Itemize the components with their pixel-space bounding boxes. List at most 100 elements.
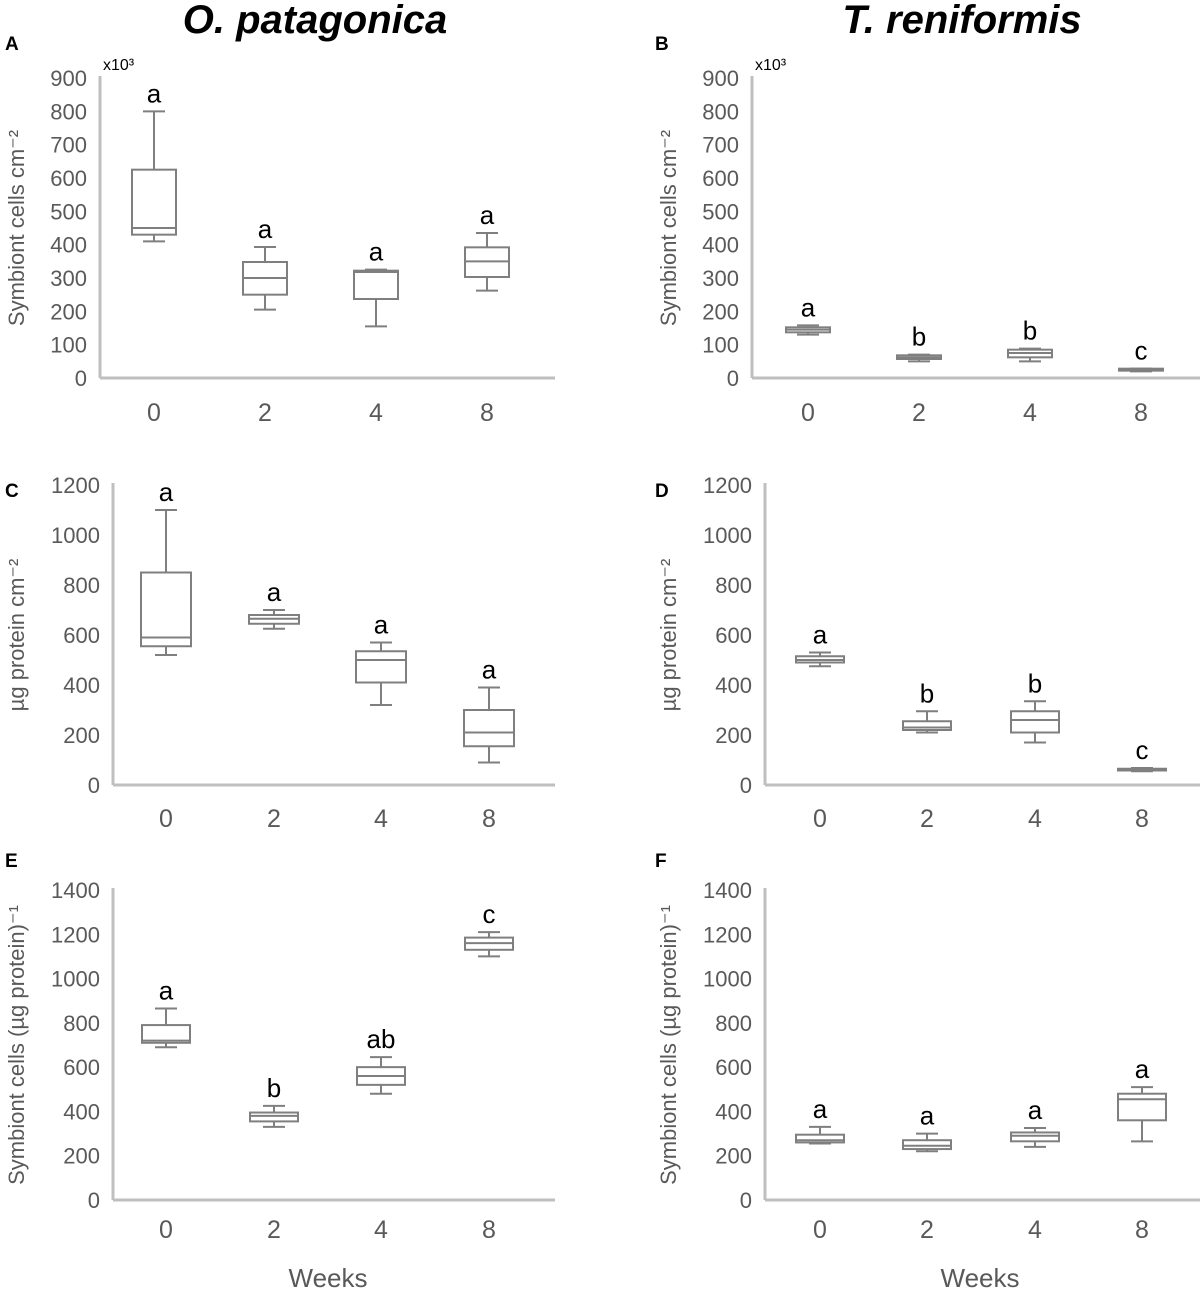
x-tick-label: 0 [813,1216,827,1244]
y-tick-label: 400 [715,673,752,698]
box-iqr [902,1139,952,1151]
x-tick-label: 8 [1134,399,1148,427]
y-tick-label: 400 [63,1099,100,1124]
y-tick-label: 200 [50,299,87,324]
y-axis-label: Symbiont cells cm⁻² [4,130,29,326]
x-tick-label: 2 [258,399,272,427]
box-iqr [353,269,399,300]
y-tick-label: 200 [702,299,739,324]
significance-letter: a [369,237,384,267]
x-axis-label-left: Weeks [289,1263,368,1293]
y-tick-label: 700 [50,133,87,158]
x-tick-label: 2 [912,399,926,427]
x-tick-label: 0 [159,1216,173,1244]
significance-letter: c [1135,336,1148,366]
significance-letter: c [483,899,496,929]
panel-label: F [655,851,667,872]
box-iqr [795,1133,845,1144]
y-axis-label: µg protein cm⁻² [656,559,681,712]
y-tick-label: 400 [715,1099,752,1124]
y-tick-label: 900 [50,66,87,91]
box-iqr [131,168,177,236]
y-tick-label: 200 [63,1144,100,1169]
significance-letter: b [1023,316,1037,346]
box-iqr [1010,1131,1060,1143]
y-tick-label: 1200 [703,473,752,498]
y-tick-label: 100 [702,333,739,358]
y-tick-label: 700 [702,133,739,158]
x-tick-label: 0 [813,805,827,833]
significance-letter: a [1028,1095,1043,1125]
x-tick-label: 8 [482,1216,496,1244]
x-tick-label: 2 [920,805,934,833]
x-tick-label: 4 [1023,399,1037,427]
x-tick-label: 2 [267,1216,281,1244]
significance-letter: b [1028,668,1042,698]
y-tick-label: 1200 [703,922,752,947]
y-axis-multiplier: x10³ [755,57,787,74]
panel-label: D [655,481,669,502]
significance-letter: a [159,477,174,507]
y-tick-label: 1200 [51,922,100,947]
x-tick-label: 8 [1135,1216,1149,1244]
significance-letter: a [374,610,389,640]
x-tick-label: 2 [920,1216,934,1244]
y-tick-label: 600 [63,1055,100,1080]
significance-letter: b [267,1073,281,1103]
y-tick-label: 500 [702,199,739,224]
y-tick-label: 600 [715,623,752,648]
y-tick-label: 600 [63,623,100,648]
y-tick-label: 200 [715,1144,752,1169]
significance-letter: a [480,200,495,230]
significance-letter: b [920,678,934,708]
x-tick-label: 4 [374,805,388,833]
column-title-right: T. reniformis [842,0,1081,42]
y-tick-label: 800 [50,99,87,124]
y-tick-label: 800 [702,99,739,124]
x-tick-label: 4 [1028,1216,1042,1244]
box-iqr [141,1024,191,1044]
panel-label: B [655,34,669,55]
y-tick-label: 400 [63,673,100,698]
panel-label: E [5,851,18,872]
significance-letter: a [813,1094,828,1124]
box-iqr [1010,710,1060,734]
x-tick-label: 2 [267,805,281,833]
y-tick-label: 100 [50,333,87,358]
y-tick-label: 0 [740,773,752,798]
y-tick-label: 0 [88,1188,100,1213]
x-tick-label: 4 [374,1216,388,1244]
y-tick-label: 900 [702,66,739,91]
y-tick-label: 600 [702,166,739,191]
y-tick-label: 800 [715,573,752,598]
y-axis-label: µg protein cm⁻² [4,559,29,712]
y-tick-label: 600 [50,166,87,191]
y-tick-label: 600 [715,1055,752,1080]
panel-label: A [5,34,19,55]
significance-letter: a [159,975,174,1005]
box-iqr [249,1111,299,1123]
significance-letter: a [813,620,828,650]
y-tick-label: 1400 [51,878,100,903]
y-axis-label: Symbiont cells (µg protein)⁻¹ [656,905,681,1185]
significance-letter: a [267,577,282,607]
y-tick-label: 400 [50,233,87,258]
y-tick-label: 800 [715,1011,752,1036]
x-tick-label: 8 [1135,805,1149,833]
box-iqr [140,571,192,648]
y-tick-label: 300 [50,266,87,291]
y-tick-label: 200 [63,723,100,748]
significance-letter: b [912,322,926,352]
y-tick-label: 0 [88,773,100,798]
x-axis-label-right: Weeks [941,1263,1020,1293]
significance-letter: a [147,78,162,108]
x-tick-label: 0 [147,399,161,427]
x-tick-label: 4 [369,399,383,427]
y-tick-label: 0 [727,366,739,391]
y-axis-multiplier: x10³ [103,57,135,74]
y-tick-label: 1200 [51,473,100,498]
box-iqr [902,720,952,731]
y-tick-label: 0 [740,1188,752,1213]
box-iqr [355,650,407,684]
